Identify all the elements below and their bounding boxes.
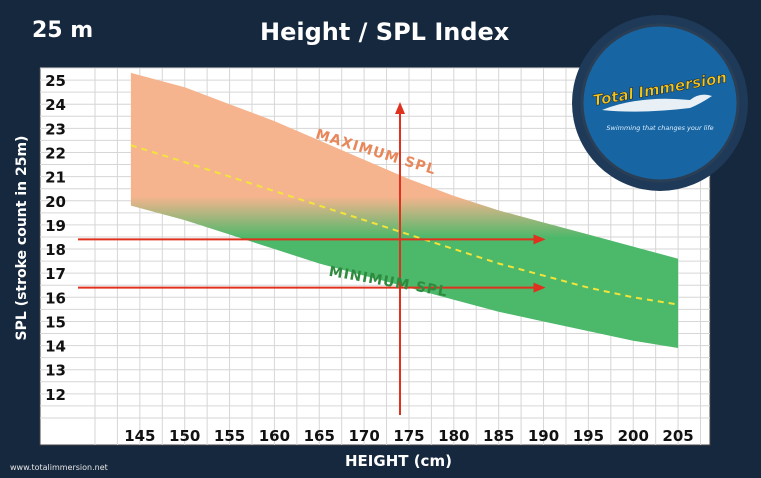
x-tick-label: 175	[393, 427, 424, 445]
x-tick-label: 155	[214, 427, 245, 445]
x-tick-label: 200	[618, 427, 649, 445]
total-immersion-logo: Total Immersion Swimming that changes yo…	[572, 15, 748, 191]
y-tick-label: 14	[45, 338, 66, 356]
x-tick-label: 170	[348, 427, 379, 445]
vertical-arrow-head	[395, 102, 405, 114]
y-tick-label: 15	[45, 313, 66, 331]
axis-tick-labels: 12 13 14 15 16 17 18 19 20 21 22 23 24 25 145 150 155 160…	[45, 72, 694, 445]
logo-tagline-text: Swimming that changes your life	[606, 124, 713, 132]
y-tick-label: 13	[45, 362, 66, 380]
y-tick-label: 21	[45, 169, 66, 187]
y-tick-label: 20	[45, 193, 66, 211]
horizontal-arrow-head	[533, 282, 546, 293]
x-tick-label: 190	[528, 427, 559, 445]
x-tick-label: 185	[483, 427, 514, 445]
y-tick-label: 25	[45, 72, 66, 90]
x-tick-label: 150	[169, 427, 200, 445]
y-tick-label: 17	[45, 265, 66, 283]
spl-band	[130, 72, 679, 349]
x-tick-label: 165	[304, 427, 335, 445]
page-title: Height / SPL Index	[260, 18, 510, 46]
y-tick-label: 12	[45, 386, 66, 404]
y-tick-label: 23	[45, 120, 66, 138]
y-tick-label: 18	[45, 241, 66, 259]
x-tick-label: 145	[124, 427, 155, 445]
x-tick-label: 205	[662, 427, 693, 445]
x-axis-label: HEIGHT (cm)	[345, 452, 452, 470]
y-axis-label: SPL (stroke count in 25m)	[14, 135, 30, 341]
reference-arrows	[78, 102, 546, 415]
y-tick-label: 22	[45, 144, 66, 162]
y-tick-label: 24	[45, 96, 66, 114]
swimmer-icon	[602, 94, 712, 112]
average-spl-line	[130, 144, 679, 306]
y-tick-label: 19	[45, 217, 66, 235]
x-tick-label: 180	[438, 427, 469, 445]
horizontal-arrow-head	[533, 234, 546, 245]
website-url: www.totalimmersion.net	[10, 463, 108, 472]
x-tick-label: 195	[573, 427, 604, 445]
y-tick-label: 16	[45, 289, 66, 307]
pool-length-label: 25 m	[32, 18, 94, 43]
x-tick-label: 160	[259, 427, 290, 445]
